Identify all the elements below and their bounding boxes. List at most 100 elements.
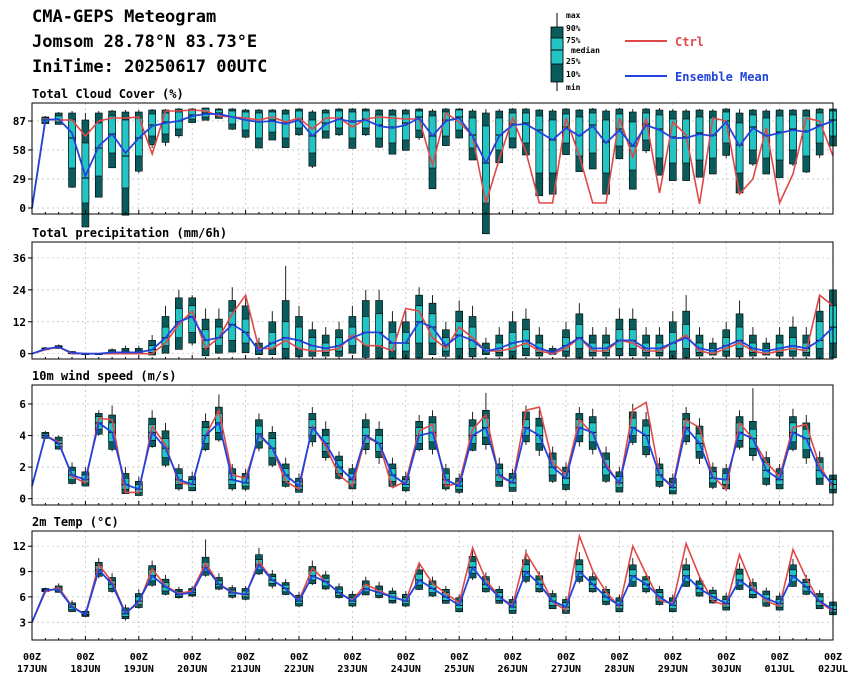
x-tick-hour-label: 00Z [237,652,255,663]
legend-mean-label: Ensemble Mean [675,70,769,84]
x-tick-hour-label: 00Z [771,652,789,663]
panel-title: Total Cloud Cover (%) [32,87,184,101]
x-tick-hour-label: 00Z [664,652,682,663]
x-tick-hour-label: 00Z [557,652,575,663]
y-tick-label: 0 [19,202,26,215]
box-inner [789,114,797,151]
legend-box-label: median [571,45,600,55]
init-time: IniTime: 20250617 00UTC [32,57,268,77]
box-inner [255,112,263,139]
y-tick-label: 12 [13,540,26,553]
x-tick-date-label: 21JUN [231,664,261,675]
y-tick-label: 29 [13,173,26,186]
x-tick-hour-label: 00Z [130,652,148,663]
station-location: Jomsom 28.78°N 83.73°E [32,32,258,52]
box-inner [522,329,530,349]
panel-title: 10m wind speed (m/s) [32,369,177,383]
series-ctrl-line [31,293,834,355]
x-tick-hour-label: 00Z [76,652,94,663]
box-inner [535,115,544,174]
series-ensemble-mean-line [31,563,834,623]
box-inner [401,113,410,141]
series-ctrl-line [31,401,834,494]
x-tick-date-label: 23JUN [337,664,367,675]
box-inner [321,112,330,132]
box-inner [628,329,637,349]
x-tick-date-label: 17JUN [17,664,47,675]
x-tick-hour-label: 00Z [343,652,361,663]
box-inner [281,113,290,139]
x-tick-hour-label: 00Z [290,652,308,663]
y-tick-label: 2 [19,461,26,474]
x-tick-hour-label: 00Z [610,652,628,663]
legend-box-label: 90% [566,24,581,33]
legend-box-label: 10% [566,70,581,79]
y-tick-label: 6 [19,398,26,411]
x-tick-date-label: 22JUN [284,664,314,675]
y-tick-label: 12 [13,316,26,329]
box-inner [735,326,744,349]
series-ctrl-line [31,109,834,209]
box-inner [802,115,811,157]
box-inner [775,115,784,161]
legend-box-inner [550,37,564,65]
box-inner [789,337,797,352]
box-inner [415,305,423,344]
x-tick-date-label: 24JUN [391,664,421,675]
y-tick-label: 6 [19,591,26,604]
y-tick-label: 9 [19,566,26,579]
box-inner [548,119,557,174]
legend-box-label: 25% [566,57,581,66]
series-ensemble-mean-line [31,113,834,209]
x-tick-date-label: 18JUN [70,664,100,675]
x-tick-date-label: 02JUL [818,664,848,675]
x-tick-date-label: 27JUN [551,664,581,675]
x-tick-date-label: 25JUN [444,664,474,675]
y-tick-label: 3 [19,616,26,629]
x-tick-date-label: 30JUN [711,664,741,675]
x-tick-hour-label: 00Z [183,652,201,663]
y-tick-label: 4 [19,430,26,443]
x-tick-date-label: 01JUL [765,664,795,675]
x-tick-date-label: 20JUN [177,664,207,675]
box-inner [361,316,370,347]
box-inner [682,118,690,164]
x-tick-hour-label: 00Z [504,652,522,663]
box-inner [615,329,624,349]
box-inner [575,324,584,349]
series-ensemble-mean-line [31,315,834,355]
series-ensemble-mean-line [31,421,834,491]
legend-box-label: max [566,11,581,20]
box-inner [295,326,303,349]
x-tick-hour-label: 00Z [397,652,415,663]
y-tick-label: 36 [13,252,27,265]
x-tick-date-label: 26JUN [498,664,528,675]
x-tick-date-label: 29JUN [658,664,688,675]
y-tick-label: 24 [13,284,27,297]
x-tick-hour-label: 00Z [450,652,468,663]
panel-title: 2m Temp (°C) [32,515,119,529]
x-tick-hour-label: 00Z [824,652,842,663]
box-inner [375,313,383,347]
legend-ctrl-label: Ctrl [675,35,704,49]
x-tick-hour-label: 00Z [23,652,41,663]
y-tick-label: 58 [13,144,26,157]
box-inner [695,116,704,161]
box-inner [762,117,771,159]
box-inner [655,114,664,159]
box-inner [522,112,530,144]
box-inner [602,119,610,174]
box-inner [428,115,437,169]
legend-box-label: 75% [566,36,581,45]
legend-box-label: min [566,82,581,92]
y-tick-label: 87 [13,115,26,128]
y-tick-label: 0 [19,493,26,506]
panel-title: Total precipitation (mm/6h) [32,226,227,240]
page-title: CMA-GEPS Meteogram [32,7,217,27]
box-inner [735,122,744,174]
y-tick-label: 0 [19,348,26,361]
x-tick-date-label: 28JUN [604,664,634,675]
box-inner [281,321,290,349]
box-inner [94,122,103,177]
